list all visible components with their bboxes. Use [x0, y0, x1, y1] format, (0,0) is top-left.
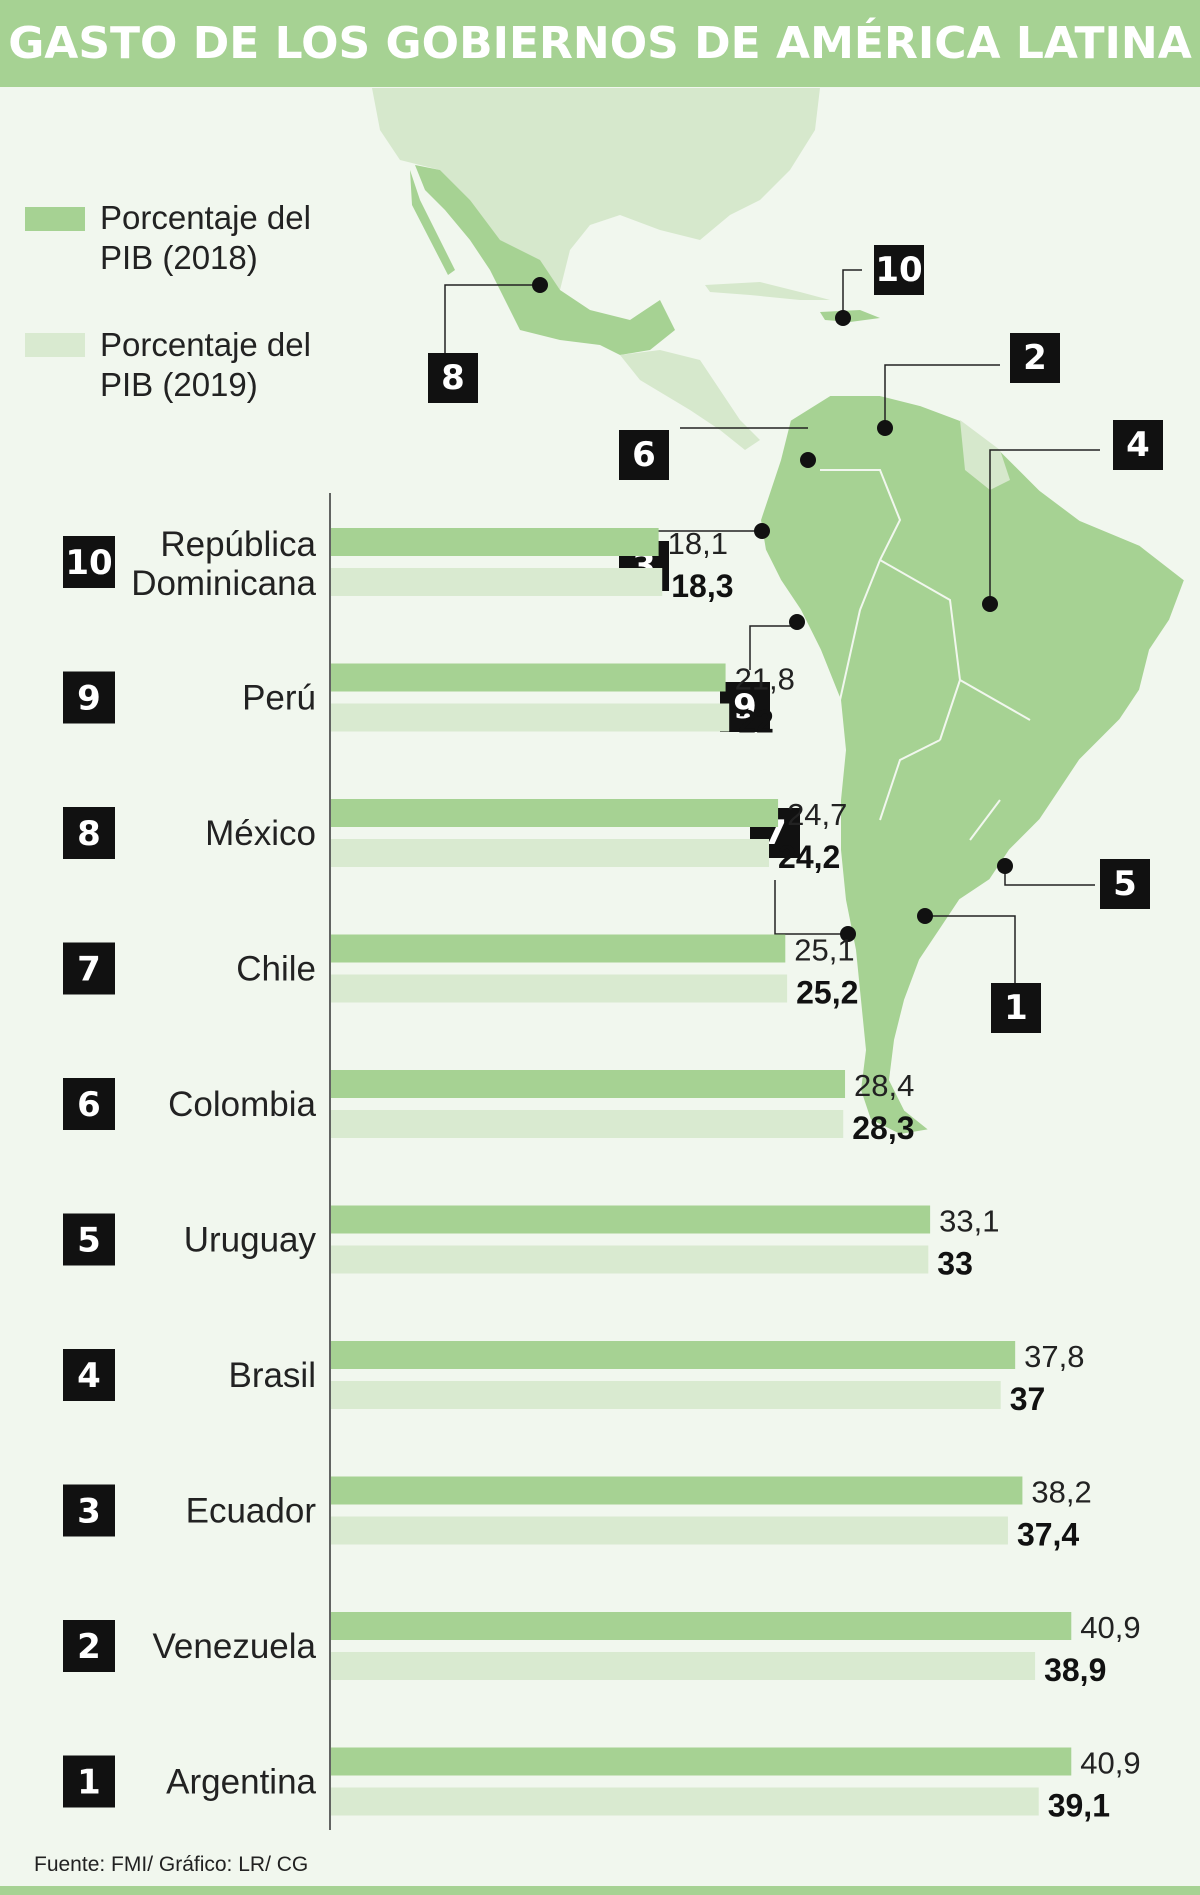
title-bar	[0, 0, 1200, 87]
data-label-2018: 40,9	[1080, 1746, 1140, 1781]
bottom-bar	[0, 1886, 1200, 1895]
legend-swatch-2019	[25, 333, 85, 357]
data-label-2018: 21,8	[735, 662, 795, 697]
country-label: República	[160, 525, 316, 564]
map-badge-1: 1	[991, 983, 1041, 1033]
bar-2018	[331, 1070, 846, 1098]
data-label-2019: 33	[937, 1246, 973, 1282]
bar-2019	[331, 1652, 1036, 1680]
rank-badge	[63, 1213, 115, 1266]
bar-2019	[331, 1245, 929, 1274]
rank-badge	[63, 1078, 115, 1130]
country-label: México	[205, 814, 316, 853]
rank-badge	[63, 1349, 115, 1401]
bar-2019	[331, 974, 788, 1003]
data-label-2019: 39,1	[1048, 1788, 1110, 1824]
bar-2018	[331, 1747, 1072, 1776]
data-label-2019: 37	[1010, 1381, 1046, 1417]
data-label-2019: 38,9	[1044, 1652, 1106, 1688]
bar-2018	[331, 528, 659, 556]
rank-badge-label: 10	[65, 543, 112, 583]
legend-label-2019-line1: Porcentaje del	[100, 326, 311, 363]
data-label-2018: 25,1	[794, 933, 854, 968]
data-label-2018: 33,1	[939, 1204, 999, 1239]
map-badge-2: 2	[1010, 333, 1060, 383]
data-label-2019: 24,2	[778, 839, 840, 875]
rank-badge	[63, 536, 115, 588]
data-label-2019: 37,4	[1017, 1517, 1079, 1553]
data-label-2019: 28,3	[852, 1110, 914, 1146]
cuba-land	[705, 282, 830, 300]
data-label-2018: 37,8	[1024, 1339, 1084, 1374]
country-label: Brasil	[228, 1356, 316, 1395]
rank-badge-label: 2	[77, 1627, 101, 1667]
bar-2019	[331, 1110, 844, 1138]
data-label-2019: 22	[738, 704, 774, 740]
map-badge-4: 4	[1113, 420, 1163, 470]
map-badge-8: 8	[428, 353, 478, 403]
country-label: Colombia	[168, 1085, 316, 1124]
map-badge-6: 6	[619, 430, 669, 480]
guianas-land	[960, 420, 1010, 490]
baja-california	[410, 170, 455, 275]
north-america-land	[372, 88, 820, 290]
bar-2019	[331, 1516, 1008, 1545]
country-label: Perú	[242, 679, 316, 718]
legend-label-2019: Porcentaje del PIB (2019)	[100, 325, 360, 405]
mexico-land	[415, 165, 675, 355]
rank-badge	[63, 942, 115, 995]
bar-2019	[331, 1787, 1039, 1816]
bar-2018	[331, 663, 726, 692]
data-label-2018: 40,9	[1080, 1610, 1140, 1645]
country-label: Dominicana	[131, 564, 316, 603]
country-label: Chile	[236, 950, 316, 989]
rank-badge	[63, 807, 115, 859]
country-label: Uruguay	[184, 1221, 317, 1260]
bar-2018	[331, 799, 779, 827]
data-label-2018: 38,2	[1031, 1475, 1091, 1510]
rank-badge-label: 9	[77, 679, 101, 719]
bar-2019	[331, 839, 770, 867]
bar-2018	[331, 1612, 1072, 1640]
data-label-2019: 25,2	[796, 975, 858, 1011]
bar-2018	[331, 934, 786, 963]
legend-label-2018: Porcentaje del PIB (2018)	[100, 198, 360, 278]
source-note: Fuente: FMI/ Gráfico: LR/ CG	[34, 1853, 309, 1876]
data-label-2018: 24,7	[787, 797, 847, 832]
central-america-land	[620, 350, 760, 450]
map-badge-10: 10	[874, 245, 924, 295]
data-label-2019: 18,3	[671, 568, 733, 604]
data-label-2018: 28,4	[854, 1068, 914, 1103]
bar-2019	[331, 1381, 1001, 1409]
bar-2018	[331, 1476, 1023, 1505]
legend-label-2018-line2: PIB (2018)	[100, 239, 258, 276]
rank-badge-label: 6	[77, 1085, 101, 1125]
south-america-land	[758, 394, 1187, 1137]
rank-badge-label: 5	[77, 1221, 101, 1261]
page-title: GASTO DE LOS GOBIERNOS DE AMÉRICA LATINA	[8, 18, 1192, 69]
data-label-2018: 18,1	[668, 526, 728, 561]
rank-badge	[63, 1620, 115, 1672]
country-label: Argentina	[166, 1763, 316, 1802]
bar-2018	[331, 1205, 931, 1234]
rank-badge-label: 3	[77, 1492, 101, 1532]
country-label: Ecuador	[186, 1492, 317, 1531]
bar-2019	[331, 568, 663, 596]
legend-label-2019-line2: PIB (2019)	[100, 366, 258, 403]
rank-badge-label: 7	[77, 950, 101, 990]
bar-2018	[331, 1341, 1016, 1369]
rank-badge	[63, 1755, 115, 1808]
country-label: Venezuela	[153, 1627, 317, 1666]
rank-badge-label: 1	[77, 1763, 101, 1803]
map-badge-5: 5	[1100, 859, 1150, 909]
legend-swatch-2018	[25, 207, 85, 231]
legend-label-2018-line1: Porcentaje del	[100, 199, 311, 236]
rank-badge-label: 8	[77, 814, 101, 854]
rank-badge	[63, 1484, 115, 1537]
rank-badge	[63, 671, 115, 724]
rank-badge-label: 4	[77, 1356, 101, 1396]
bar-2019	[331, 703, 730, 732]
